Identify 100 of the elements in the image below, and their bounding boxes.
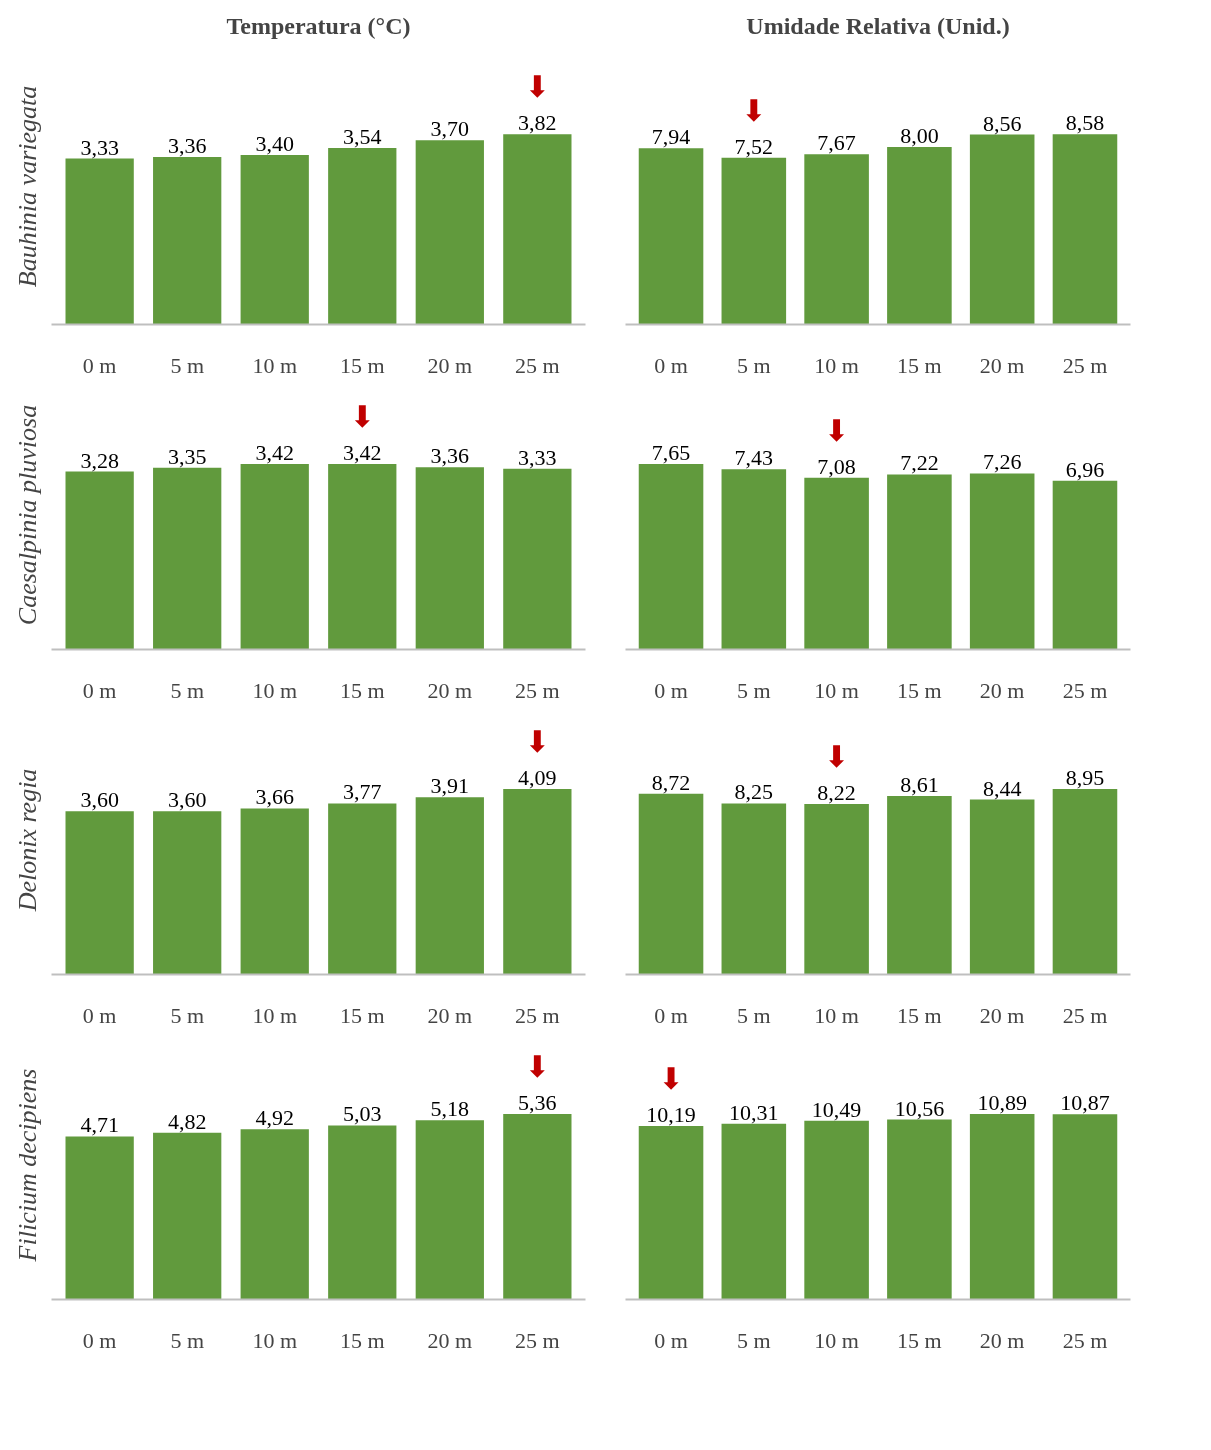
data-label: 3,36 [167,133,207,159]
annotation: ⬇ [741,92,767,128]
x-tick-label: 20 m [979,677,1025,703]
bar [503,1113,572,1300]
bar [65,1136,134,1300]
bar [415,140,484,325]
x-tick-label: 0 m [654,677,688,703]
x-tick-label: 10 m [814,677,859,703]
bar [638,463,704,650]
chart-title: Umidade Relativa (Unid.) [746,12,1010,39]
data-label: 3,33 [518,444,557,470]
y-axis-title: Bauhinia variegata [12,85,42,288]
data-label: 3,91 [430,773,470,799]
data-label: 8,00 [900,123,939,149]
bar [721,469,787,650]
bar [638,1125,704,1300]
bar [1052,1114,1118,1300]
y-axis-title: Filicium decipiens [12,1068,42,1263]
data-label: 8,22 [817,780,856,806]
x-tick-label: 15 m [339,1327,385,1353]
annotation: ⬇ [824,412,850,448]
data-label: 3,77 [343,779,382,805]
x-tick-label: 5 m [170,1327,205,1353]
bar [415,1120,484,1300]
data-label: 3,60 [167,787,207,813]
x-tick-label: 25 m [515,352,560,378]
x-tick-label: 10 m [252,352,298,378]
data-label: 8,58 [1065,110,1105,136]
x-tick-label: 25 m [515,1002,560,1028]
data-label: 7,67 [817,130,856,156]
data-label: 7,43 [734,445,774,471]
data-label: 5,03 [343,1101,382,1127]
data-label: 8,25 [734,779,774,805]
x-tick-label: 5 m [170,1002,205,1028]
bar [240,1129,309,1300]
data-label: 3,60 [80,787,119,813]
data-label: 3,66 [255,784,294,810]
data-label: 3,28 [80,447,119,473]
bar [153,1132,222,1300]
data-label: 4,82 [167,1108,207,1134]
x-tick-label: 15 m [339,352,385,378]
x-tick-label: 5 m [737,1327,771,1353]
x-tick-label: 0 m [82,1002,117,1028]
bar [969,134,1035,325]
data-label: 5,36 [518,1089,557,1115]
data-label: 7,26 [982,449,1022,475]
x-tick-label: 0 m [654,1002,688,1028]
bar [804,1120,869,1300]
data-label: 7,08 [817,453,856,479]
data-label: 8,56 [982,110,1022,136]
data-label: 3,35 [167,443,207,469]
annotation: ⬇ [524,1048,550,1084]
data-label: 7,52 [734,133,774,159]
x-tick-label: 5 m [737,352,771,378]
bar [328,148,397,325]
x-tick-label: 25 m [1062,352,1108,378]
bar [887,474,952,650]
x-tick-label: 25 m [1062,677,1108,703]
data-label: 3,42 [343,439,382,465]
x-tick-label: 20 m [979,1002,1025,1028]
x-tick-label: 20 m [427,677,473,703]
data-label: 10,31 [729,1099,779,1125]
x-tick-label: 15 m [897,1327,942,1353]
x-tick-label: 10 m [252,1327,298,1353]
y-axis-title: Caesalpinia pluviosa [12,404,42,626]
x-tick-label: 5 m [737,677,771,703]
data-label: 10,87 [1060,1090,1110,1116]
x-tick-label: 25 m [1062,1327,1108,1353]
data-label: 7,94 [651,124,691,150]
data-label: 4,09 [518,764,557,790]
x-tick-label: 20 m [427,1327,473,1353]
x-tick-label: 15 m [339,677,385,703]
bar [969,1113,1035,1300]
bar [969,473,1035,650]
x-tick-label: 5 m [737,1002,771,1028]
y-axis-title: Delonix regia [12,768,42,913]
x-tick-label: 20 m [427,352,473,378]
data-label: 3,82 [518,110,557,136]
chart-title: Temperatura (°C) [226,12,411,39]
annotation: ⬇ [524,69,550,105]
data-label: 7,65 [651,439,691,465]
bar [153,157,222,325]
x-tick-label: 20 m [979,1327,1025,1353]
x-tick-label: 15 m [897,1002,942,1028]
x-tick-label: 25 m [515,677,560,703]
x-tick-label: 15 m [339,1002,385,1028]
data-label: 6,96 [1065,456,1105,482]
bar [65,158,134,325]
bar [721,157,787,325]
bar [503,134,572,325]
x-tick-label: 0 m [82,1327,117,1353]
annotation: ⬇ [349,398,375,434]
data-label: 3,36 [430,443,470,469]
x-tick-label: 25 m [1062,1002,1108,1028]
x-tick-label: 25 m [515,1327,560,1353]
data-label: 10,49 [811,1096,862,1122]
data-label: 10,89 [977,1089,1027,1115]
bar [328,1125,397,1300]
data-label: 3,33 [80,134,119,160]
annotation: ⬇ [658,1060,684,1096]
